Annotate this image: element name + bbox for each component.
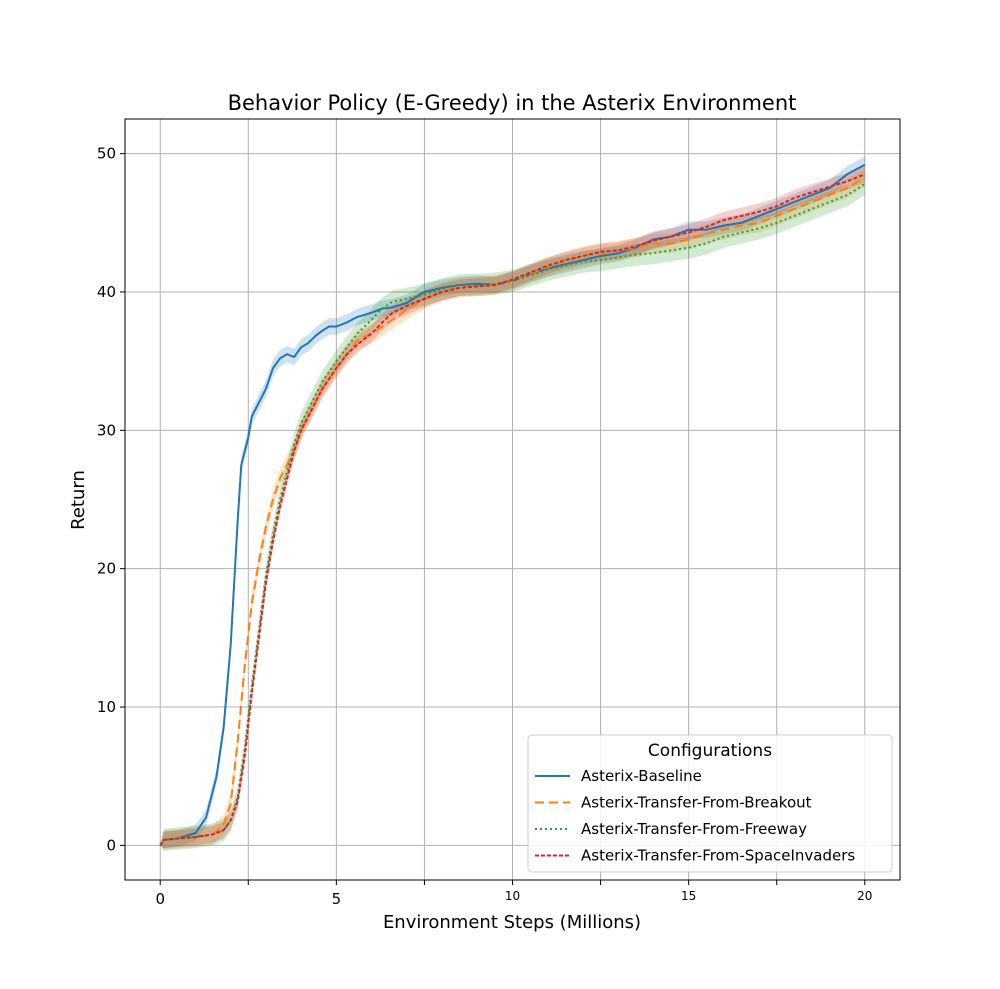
x-axis-label: Environment Steps (Millions) <box>383 912 641 933</box>
y-tick-label: 50 <box>97 145 116 163</box>
legend-entry: Asterix-Baseline <box>581 767 702 785</box>
y-tick-label: 10 <box>97 698 116 716</box>
x-tick-label: 20 <box>857 889 872 903</box>
legend-box <box>527 734 893 873</box>
confidence-bands <box>160 156 865 851</box>
series-line-1 <box>159 176 866 846</box>
legend-entry: Asterix-Transfer-From-Freeway <box>581 820 807 838</box>
y-axis: 0 10 20 30 40 50 <box>97 145 125 854</box>
x-axis: 0 5 10 15 20 <box>155 880 872 908</box>
x-tick-label: 5 <box>332 890 342 908</box>
series-line-3 <box>159 173 866 846</box>
x-tick-label: 15 <box>681 889 696 903</box>
confidence-band-0 <box>160 156 865 849</box>
legend: Configurations Asterix-Baseline Asterix-T… <box>527 734 893 873</box>
y-tick-label: 30 <box>97 421 116 439</box>
series-line-2 <box>159 183 866 846</box>
chart-title: Behavior Policy (E-Greedy) in the Asteri… <box>228 91 797 115</box>
y-tick-label: 20 <box>97 560 116 578</box>
y-tick-label: 40 <box>97 283 116 301</box>
series-lines <box>159 163 866 846</box>
legend-entry: Asterix-Transfer-From-SpaceInvaders <box>581 847 855 865</box>
y-tick-label: 0 <box>106 836 116 854</box>
legend-entry: Asterix-Transfer-From-Breakout <box>581 794 812 812</box>
y-axis-label: Return <box>68 470 89 530</box>
legend-title: Configurations <box>648 741 772 761</box>
x-tick-label: 10 <box>505 889 520 903</box>
x-tick-label: 0 <box>155 890 165 908</box>
